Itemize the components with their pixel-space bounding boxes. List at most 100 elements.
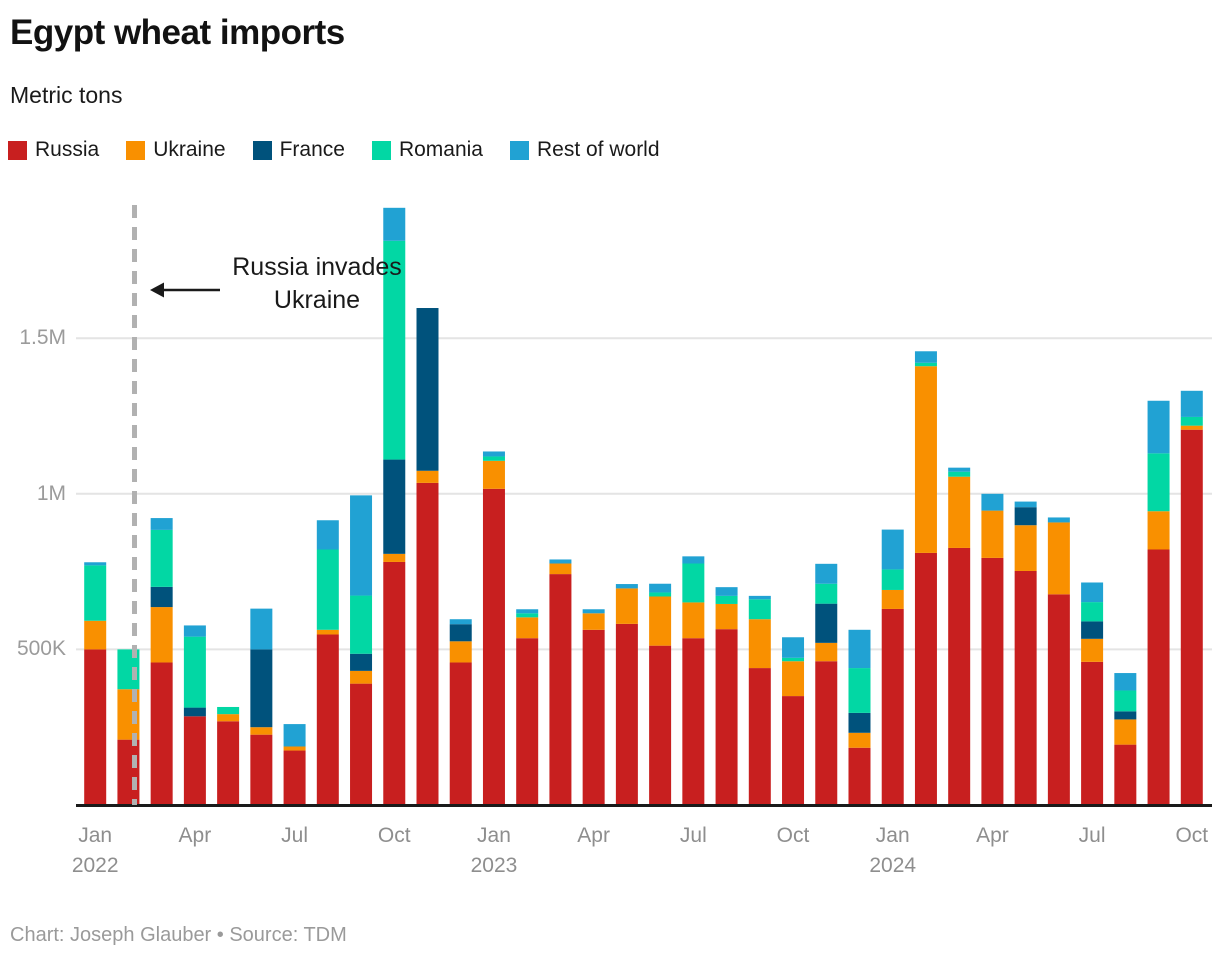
- bar-segment-ukraine: [350, 670, 373, 684]
- bar-segment-ukraine: [1114, 719, 1137, 745]
- x-tick-label: Oct: [356, 821, 432, 851]
- bar-segment-romania: [682, 563, 705, 603]
- bar-segment-russia: [250, 734, 273, 805]
- chart-footer: Chart: Joseph Glauber • Source: TDM: [10, 924, 347, 946]
- x-tick-month: Apr: [577, 824, 610, 847]
- legend-label: Romania: [398, 138, 483, 161]
- legend-swatch: [126, 140, 146, 160]
- y-tick-label: 500K: [16, 637, 66, 661]
- bar-segment-rest-of-world: [482, 451, 505, 457]
- bar-segment-russia: [815, 661, 838, 805]
- bar-segment-ukraine: [848, 732, 871, 748]
- bar-segment-ukraine: [615, 588, 638, 624]
- bar-segment-romania: [350, 595, 373, 654]
- bar-segment-ukraine: [449, 641, 472, 663]
- bar-segment-france: [449, 624, 472, 642]
- bar-segment-russia: [1147, 549, 1170, 805]
- x-tick-month: Jan: [875, 824, 910, 847]
- bar-segment-ukraine: [881, 589, 904, 609]
- bar-segment-romania: [1081, 602, 1104, 622]
- bar-segment-ukraine: [383, 553, 406, 562]
- legend-item-ukraine: Ukraine: [126, 138, 226, 162]
- event-annotation-line1: Russia invades: [232, 253, 402, 281]
- bar-segment-ukraine: [1081, 638, 1104, 662]
- bar-segment-france: [150, 586, 173, 608]
- bar-segment-russia: [1081, 661, 1104, 805]
- bar-segment-russia: [283, 750, 306, 805]
- legend-label: Ukraine: [153, 138, 226, 161]
- bar-segment-rest-of-world: [1014, 501, 1037, 508]
- bar-segment-russia: [217, 721, 240, 805]
- bar-segment-ukraine: [482, 460, 505, 489]
- bar-segment-romania: [649, 592, 672, 597]
- bar-segment-russia: [316, 634, 339, 805]
- x-tick-year: 2023: [470, 854, 518, 877]
- bar-segment-romania: [881, 569, 904, 590]
- bar-segment-france: [1114, 711, 1137, 720]
- bar-segment-ukraine: [782, 661, 805, 697]
- bar-segment-ukraine: [217, 714, 240, 722]
- bar-segment-rest-of-world: [1047, 517, 1070, 523]
- bar-segment-france: [250, 649, 273, 728]
- bar-segment-france: [183, 707, 206, 717]
- bar-segment-russia: [682, 638, 705, 805]
- bar-segment-russia: [649, 645, 672, 805]
- bar-segment-ukraine: [715, 603, 738, 630]
- bar-segment-ukraine: [150, 607, 173, 663]
- bar-segment-ukraine: [416, 470, 439, 483]
- bar-segment-russia: [383, 561, 406, 805]
- bar-segment-russia: [1047, 594, 1070, 805]
- bar-segment-romania: [715, 595, 738, 604]
- x-tick-label: Jul: [655, 821, 731, 851]
- legend-swatch: [252, 140, 272, 160]
- x-tick-month: Apr: [178, 824, 212, 847]
- bar-segment-russia: [715, 629, 738, 805]
- bar-segment-russia: [948, 547, 971, 805]
- bar-segment-romania: [1147, 453, 1170, 512]
- bar-segment-russia: [748, 668, 771, 805]
- x-tick-label: Apr: [157, 821, 233, 851]
- bar-segment-romania: [383, 240, 406, 460]
- bar-segment-ukraine: [549, 563, 572, 575]
- legend-label: Russia: [35, 138, 100, 161]
- x-tick-label: Jan 2022: [57, 821, 133, 881]
- annotation-arrow-head: [150, 282, 164, 298]
- bar-segment-ukraine: [815, 642, 838, 662]
- bar-segment-rest-of-world: [350, 495, 373, 596]
- bar-segment-france: [848, 712, 871, 733]
- bar-segment-ukraine: [316, 629, 339, 635]
- x-tick-label: Apr: [954, 821, 1030, 851]
- bar-segment-rest-of-world: [183, 625, 206, 637]
- bar-segment-ukraine: [1147, 511, 1170, 550]
- bar-segment-ukraine: [1014, 525, 1037, 571]
- bar-segment-rest-of-world: [150, 518, 173, 530]
- bar-segment-russia: [881, 608, 904, 805]
- bar-segment-ukraine: [981, 510, 1004, 558]
- bar-segment-russia: [782, 696, 805, 805]
- legend-item-russia: Russia: [8, 138, 99, 162]
- y-tick-label: 1M: [36, 481, 66, 505]
- bar-segment-russia: [582, 629, 605, 805]
- bar-segment-ukraine: [84, 620, 107, 650]
- bar-segment-rest-of-world: [615, 584, 638, 589]
- bar-segment-rest-of-world: [782, 637, 805, 658]
- bar-segment-romania: [516, 613, 539, 618]
- bar-segment-rest-of-world: [948, 467, 971, 472]
- bar-segment-russia: [449, 662, 472, 805]
- bar-segment-rest-of-world: [715, 587, 738, 596]
- legend-swatch: [371, 140, 391, 160]
- bar-segment-romania: [748, 599, 771, 620]
- bar-segment-russia: [84, 649, 107, 805]
- bar-segment-russia: [848, 747, 871, 805]
- event-annotation: Russia invades Ukraine: [221, 251, 413, 317]
- legend-item-france: France: [252, 138, 345, 162]
- bar-segment-rest-of-world: [84, 562, 107, 566]
- bar-segment-romania: [150, 529, 173, 587]
- bar-segment-russia: [1014, 570, 1037, 805]
- bar-segment-france: [815, 603, 838, 643]
- x-tick-month: Jul: [679, 824, 707, 847]
- x-tick-label: Oct: [1154, 821, 1220, 851]
- x-tick-month: Apr: [976, 824, 1009, 847]
- bar-segment-rest-of-world: [881, 529, 904, 570]
